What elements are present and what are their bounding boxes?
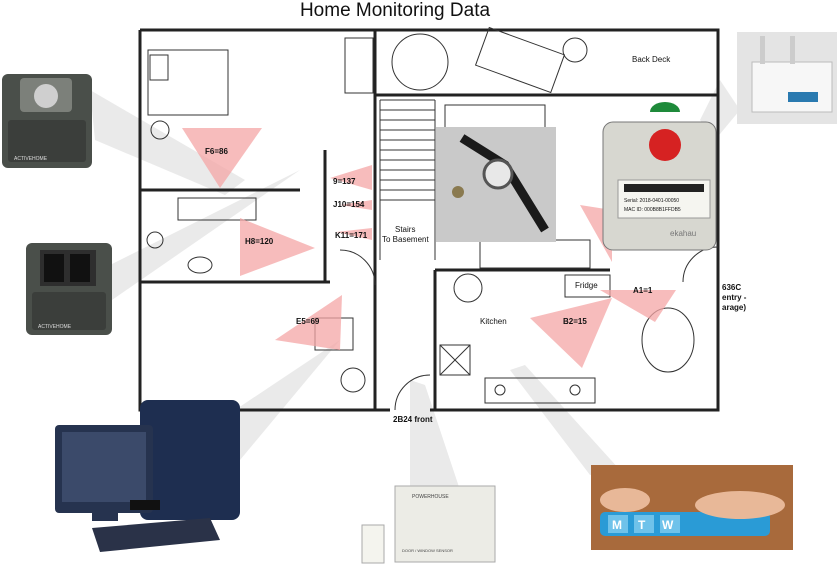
beam-computer: [235, 330, 355, 460]
contact-sensor-photo: POWERHOUSE DOOR / WINDOW SENSOR: [361, 485, 496, 564]
sensor-label-a1: A1=1: [633, 286, 653, 295]
sensor-label-e5: E5=69: [296, 317, 320, 326]
room-label-entry-l2: arage): [722, 303, 746, 312]
beam-motion-sensor-top: [90, 90, 245, 195]
contact-brand: POWERHOUSE: [412, 494, 449, 500]
tag-serial: Serial: 2018-0401-00050: [624, 198, 679, 204]
sensor-label-f6: F6=86: [205, 147, 228, 156]
pillbox-photo: M T W: [591, 465, 793, 550]
room-label-front: 2B24 front: [393, 415, 433, 424]
sensor-label-h8: H8=120: [245, 237, 274, 246]
beam-contact-sensor: [410, 380, 460, 490]
sensor-label-9: 9=137: [333, 177, 356, 186]
sensor-zone-k11: [336, 228, 372, 240]
room-label-fridge: Fridge: [575, 281, 598, 290]
sensor-zone-e5: [275, 295, 342, 350]
sensor-label-b2: B2=15: [563, 317, 587, 326]
pill-day-t: T: [638, 518, 646, 532]
room-label-entry-l1: entry -: [722, 293, 747, 302]
network-device-photo: [737, 32, 837, 124]
motion-sensor-photo-bottom: ACTIVEHOME: [26, 243, 112, 335]
motion-brand-bottom: ACTIVEHOME: [38, 324, 72, 330]
sensor-zone-a1: [600, 290, 676, 322]
tag-brand: ekahau: [670, 229, 696, 238]
location-tag-photo: Serial: 2018-0401-00050 MAC ID: 000B8B1F…: [602, 102, 717, 251]
room-label-kitchen: Kitchen: [480, 317, 507, 326]
room-label-stairs: Stairs: [395, 225, 415, 234]
pill-day-m: M: [612, 518, 622, 532]
house-walls: [138, 28, 720, 412]
sensor-zone-b2: [530, 298, 612, 368]
contact-caption: DOOR / WINDOW SENSOR: [402, 548, 453, 553]
furniture: [146, 26, 719, 411]
motion-brand-top: ACTIVEHOME: [14, 156, 48, 162]
beam-motion-sensor-bottom: [110, 160, 320, 300]
room-label-back-deck: Back Deck: [632, 55, 671, 64]
sensor-zone-f6: [182, 128, 262, 188]
sensor-label-j10: J10=154: [333, 200, 365, 209]
fridge-box: [564, 274, 611, 298]
sensor-zone-9: [330, 165, 372, 190]
stairs-treads: [380, 109, 435, 201]
diagram-title: Home Monitoring Data: [299, 0, 491, 21]
beam-pillbox: [510, 365, 620, 475]
sensor-label-k11: K11=171: [335, 231, 368, 240]
motion-sensor-photo-top: ACTIVEHOME: [2, 74, 92, 168]
sensor-zone-j10: [340, 200, 372, 210]
tag-mac: MAC ID: 000B8B1FFDB5: [624, 207, 681, 213]
computer-photo: [55, 400, 240, 552]
room-label-stairs-sub: To Basement: [382, 235, 429, 244]
pill-day-w: W: [662, 518, 674, 532]
sensor-zone-h8: [240, 218, 315, 276]
room-label-entry-code: 636C: [722, 283, 741, 292]
watch-photo: [436, 127, 556, 242]
